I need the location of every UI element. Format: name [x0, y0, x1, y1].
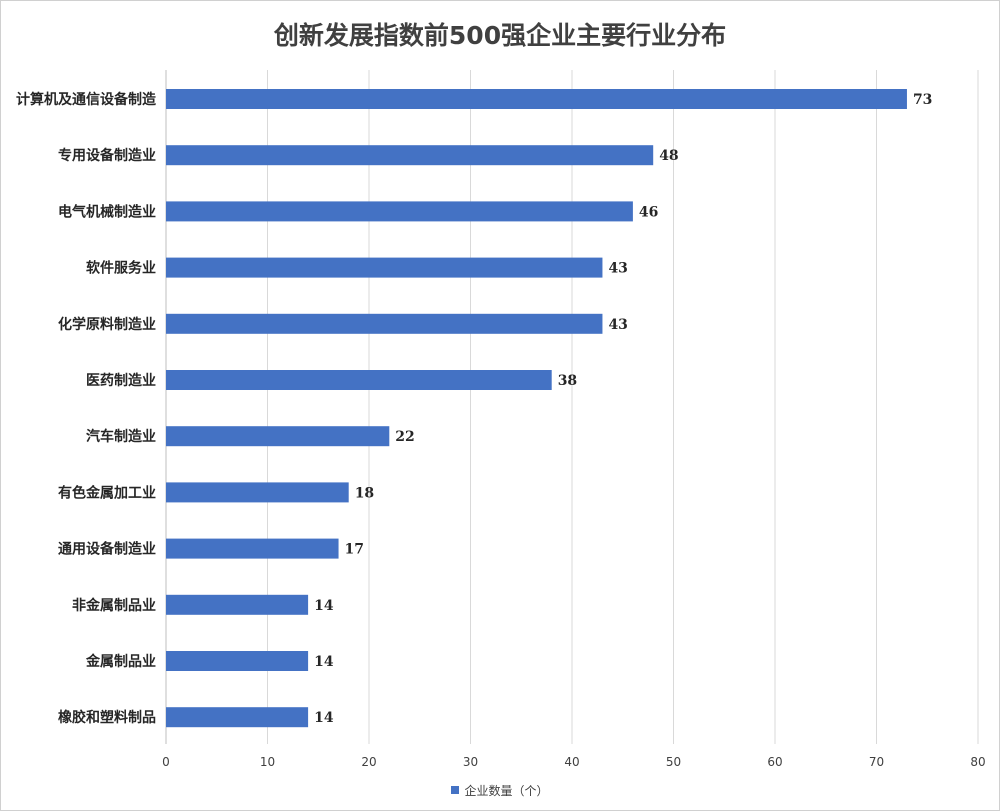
value-label-5: 38	[558, 373, 577, 389]
value-label-0: 73	[913, 92, 932, 108]
value-label-6: 22	[395, 429, 414, 445]
category-label-10: 金属制品业	[85, 653, 156, 670]
bar-6	[166, 426, 390, 447]
legend: 企业数量（个）	[0, 780, 1000, 800]
bar-4	[166, 313, 603, 334]
value-label-4: 43	[608, 317, 627, 333]
value-label-2: 46	[639, 204, 658, 220]
bar-1	[166, 145, 654, 166]
category-label-0: 计算机及通信设备制造	[16, 91, 156, 108]
x-tick-50: 50	[666, 755, 681, 769]
category-label-2: 电气机械制造业	[58, 203, 156, 220]
x-tick-0: 0	[162, 755, 170, 769]
bar-3	[166, 257, 603, 278]
value-label-8: 17	[345, 542, 364, 558]
value-label-7: 18	[355, 485, 374, 501]
legend-swatch	[451, 786, 460, 794]
category-label-4: 化学原料制造业	[58, 316, 156, 333]
bar-0	[166, 89, 907, 109]
x-tick-30: 30	[463, 755, 478, 769]
x-tick-10: 10	[260, 755, 275, 769]
category-label-8: 通用设备制造业	[58, 541, 156, 558]
legend-label: 企业数量（个）	[464, 783, 549, 798]
category-label-9: 非金属制品业	[72, 597, 156, 614]
category-label-11: 橡胶和塑料制品	[58, 709, 156, 726]
value-labels: 73 48 46 43 43 38 22 18 17 14 14 14	[314, 92, 932, 726]
bar-11	[166, 707, 309, 728]
bar-7	[166, 482, 349, 503]
value-label-3: 43	[608, 261, 627, 277]
category-label-1: 专用设备制造业	[58, 147, 156, 164]
category-labels: 计算机及通信设备制造专用设备制造业电气机械制造业软件服务业化学原料制造业医药制造…	[16, 91, 156, 726]
x-tick-20: 20	[361, 755, 376, 769]
value-label-10: 14	[314, 654, 334, 670]
value-label-1: 48	[659, 148, 678, 164]
chart-title: 创新发展指数前500强企业主要行业分布	[273, 21, 727, 50]
bar-2	[166, 201, 633, 222]
bar-9	[166, 594, 309, 615]
category-label-7: 有色金属加工业	[58, 484, 156, 501]
bar-10	[166, 651, 309, 671]
category-label-3: 软件服务业	[86, 260, 156, 277]
value-label-9: 14	[314, 598, 334, 614]
gridlines	[165, 70, 979, 744]
x-tick-80: 80	[970, 755, 985, 769]
bar-5	[166, 370, 552, 390]
x-tick-40: 40	[564, 755, 579, 769]
bar-8	[166, 538, 339, 559]
category-label-5: 医药制造业	[86, 372, 156, 389]
x-tick-labels: 0 10 20 30 40 50 60 70 80	[162, 755, 985, 769]
bars	[166, 89, 907, 728]
x-tick-70: 70	[869, 755, 884, 769]
value-label-11: 14	[314, 710, 334, 726]
x-tick-60: 60	[767, 755, 782, 769]
category-label-6: 汽车制造业	[86, 428, 156, 445]
